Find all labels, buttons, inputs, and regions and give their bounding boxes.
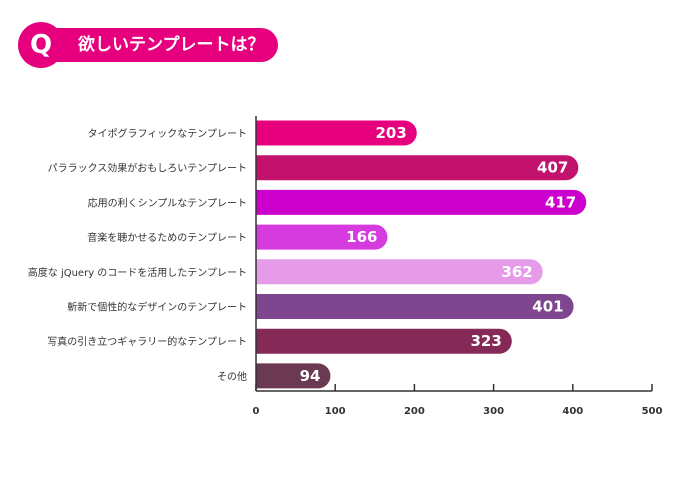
bar-7 [256, 363, 331, 389]
bar-3 [256, 224, 388, 250]
category-label-7: その他 [217, 370, 247, 383]
value-label-1: 407 [537, 159, 568, 177]
category-label-3: 音楽を聴かせるためのテンプレート [87, 231, 247, 244]
x-tick-label-4: 400 [562, 406, 583, 417]
x-tick-label-1: 100 [325, 406, 346, 417]
bar-2 [256, 189, 587, 215]
x-tick-label-0: 0 [253, 406, 260, 417]
x-tick-label-3: 300 [483, 406, 504, 417]
value-label-5: 401 [532, 298, 563, 316]
question-text: 欲しいテンプレートは？ [78, 35, 265, 55]
value-label-2: 417 [545, 193, 576, 211]
question-header: Q 欲しいテンプレートは？ [18, 22, 280, 68]
bar-4 [256, 259, 543, 285]
category-label-4: 高度な jQuery のコードを活用したテンプレート [28, 266, 247, 279]
q-badge: Q [18, 22, 64, 68]
x-tick-label-5: 500 [642, 406, 663, 417]
value-label-3: 166 [346, 228, 377, 246]
bar-6 [256, 328, 512, 354]
value-label-4: 362 [501, 263, 532, 281]
bar-1 [256, 155, 579, 181]
category-label-5: 斬新で個性的なデザインのテンプレート [67, 301, 247, 314]
value-label-6: 323 [471, 332, 502, 350]
x-tick-label-2: 200 [404, 406, 425, 417]
category-label-2: 応用の利くシンプルなテンプレート [88, 196, 247, 209]
value-label-0: 203 [375, 124, 406, 142]
category-label-1: パララックス効果がおもしろいテンプレート [48, 162, 247, 175]
bar-5 [256, 294, 574, 319]
category-labels: タイポグラフィックなテンプレートパララックス効果がおもしろいテンプレート応用の利… [28, 127, 247, 383]
x-axis: 0 100 200 300 400 500 [253, 116, 663, 417]
question-pill [26, 28, 278, 62]
bar-0 [256, 120, 417, 146]
category-label-6: 写真の引き立つギャラリー的なテンプレート [47, 335, 247, 348]
category-label-0: タイポグラフィックなテンプレート [88, 127, 248, 140]
value-label-7: 94 [300, 367, 321, 385]
